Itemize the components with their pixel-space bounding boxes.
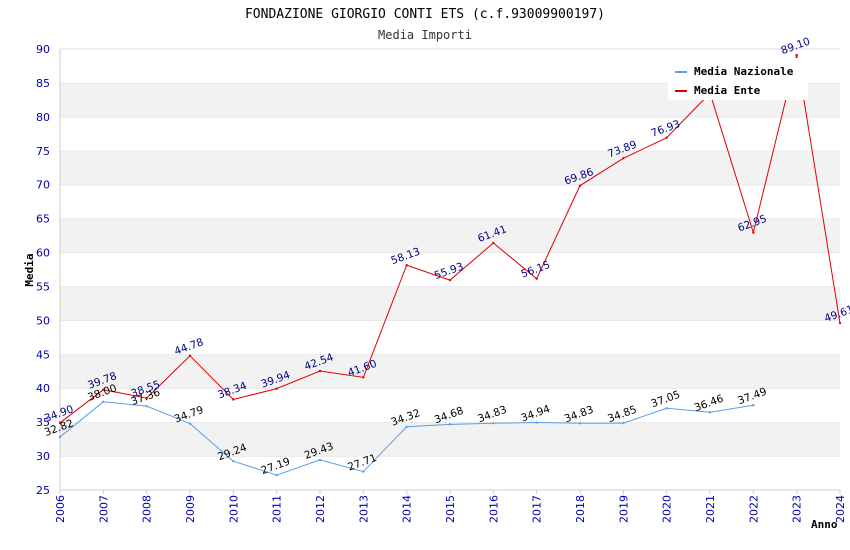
x-tick-label: 2019 bbox=[617, 495, 630, 523]
x-tick-label: 2015 bbox=[444, 495, 457, 523]
series-point bbox=[492, 422, 495, 425]
series-point bbox=[665, 136, 668, 139]
grid-band bbox=[60, 184, 840, 219]
x-tick-label: 2007 bbox=[97, 495, 110, 523]
y-tick-label: 35 bbox=[36, 416, 50, 429]
legend-label: Media Nazionale bbox=[694, 65, 794, 78]
series-point bbox=[622, 157, 625, 160]
series-point bbox=[275, 473, 278, 477]
x-tick-label: 2016 bbox=[487, 495, 500, 523]
x-tick-label: 2018 bbox=[574, 495, 587, 523]
grid-band bbox=[60, 320, 840, 355]
chart-title: FONDAZIONE GIORGIO CONTI ETS (c.f.930099… bbox=[245, 7, 605, 22]
series-point bbox=[405, 264, 408, 267]
y-tick-label: 30 bbox=[36, 450, 50, 463]
y-tick-label: 90 bbox=[36, 43, 50, 56]
y-tick-label: 80 bbox=[36, 111, 50, 124]
x-tick-label: 2013 bbox=[357, 495, 370, 523]
x-tick-label: 2012 bbox=[314, 495, 327, 523]
series-point bbox=[232, 460, 235, 463]
series-point bbox=[145, 396, 148, 400]
series-point bbox=[708, 411, 712, 414]
y-tick-label: 50 bbox=[36, 314, 50, 327]
grid-band bbox=[60, 150, 840, 185]
series-point bbox=[188, 354, 192, 358]
grid-band bbox=[60, 388, 840, 423]
series-point bbox=[318, 458, 322, 462]
x-tick-label: 2006 bbox=[54, 495, 67, 523]
series-point bbox=[838, 321, 842, 325]
series-point bbox=[622, 421, 625, 425]
series-point bbox=[795, 53, 798, 57]
series-point bbox=[405, 425, 408, 428]
y-axis-ticks: 25 30 35 40 45 50 55 60 65 70 75 80 85 90 bbox=[36, 43, 50, 497]
y-tick-label: 75 bbox=[36, 145, 50, 158]
x-tick-label: 2023 bbox=[791, 495, 804, 523]
series-point bbox=[362, 376, 365, 379]
y-tick-label: 25 bbox=[36, 484, 50, 497]
y-tick-label: 45 bbox=[36, 348, 50, 361]
legend-box bbox=[668, 58, 808, 100]
series-point bbox=[188, 422, 192, 425]
series-point bbox=[535, 277, 538, 280]
grid-band bbox=[60, 354, 840, 389]
series-point bbox=[492, 241, 495, 245]
series-point bbox=[145, 404, 148, 408]
y-tick-label: 40 bbox=[36, 382, 50, 395]
series-point bbox=[232, 398, 235, 401]
series-point bbox=[448, 278, 452, 282]
y-tick-label: 85 bbox=[36, 77, 50, 90]
y-axis-label: Media bbox=[23, 253, 36, 286]
series-point bbox=[58, 421, 62, 425]
x-tick-label: 2024 bbox=[834, 495, 847, 523]
y-tick-label: 55 bbox=[36, 280, 50, 293]
series-point bbox=[102, 400, 105, 403]
series-point bbox=[578, 422, 582, 425]
x-tick-label: 2014 bbox=[401, 495, 414, 523]
series-point bbox=[448, 423, 452, 426]
x-tick-label: 2022 bbox=[747, 495, 760, 523]
x-axis-ticks: 2006 2007 2008 2009 2010 2011 2012 2013 2014 2015… bbox=[54, 490, 847, 523]
series-point bbox=[102, 388, 105, 391]
grid-band bbox=[60, 422, 840, 457]
y-tick-label: 60 bbox=[36, 247, 50, 260]
x-tick-label: 2009 bbox=[184, 495, 197, 523]
series-point bbox=[665, 407, 668, 410]
legend: Media Nazionale Media Ente bbox=[668, 58, 808, 100]
series-point bbox=[318, 369, 322, 373]
series-point bbox=[578, 184, 582, 187]
legend-label: Media Ente bbox=[694, 84, 761, 97]
x-tick-label: 2021 bbox=[704, 495, 717, 523]
series-point bbox=[275, 387, 278, 390]
series-point bbox=[752, 404, 755, 407]
x-tick-label: 2017 bbox=[531, 495, 544, 523]
y-tick-label: 65 bbox=[36, 213, 50, 226]
y-tick-label: 70 bbox=[36, 179, 50, 192]
series-point bbox=[362, 470, 365, 473]
x-axis-label: Anno bbox=[811, 518, 838, 531]
chart-subtitle: Media Importi bbox=[378, 28, 472, 42]
grid-band bbox=[60, 456, 840, 490]
series-point bbox=[535, 421, 538, 424]
x-tick-label: 2011 bbox=[271, 495, 284, 523]
x-tick-label: 2020 bbox=[661, 495, 674, 523]
grid-band bbox=[60, 286, 840, 321]
x-tick-label: 2008 bbox=[141, 495, 154, 523]
series-point bbox=[752, 231, 755, 234]
grid-band bbox=[60, 116, 840, 151]
series-point bbox=[58, 435, 62, 439]
grid-band bbox=[60, 218, 840, 253]
x-tick-label: 2010 bbox=[227, 495, 240, 523]
